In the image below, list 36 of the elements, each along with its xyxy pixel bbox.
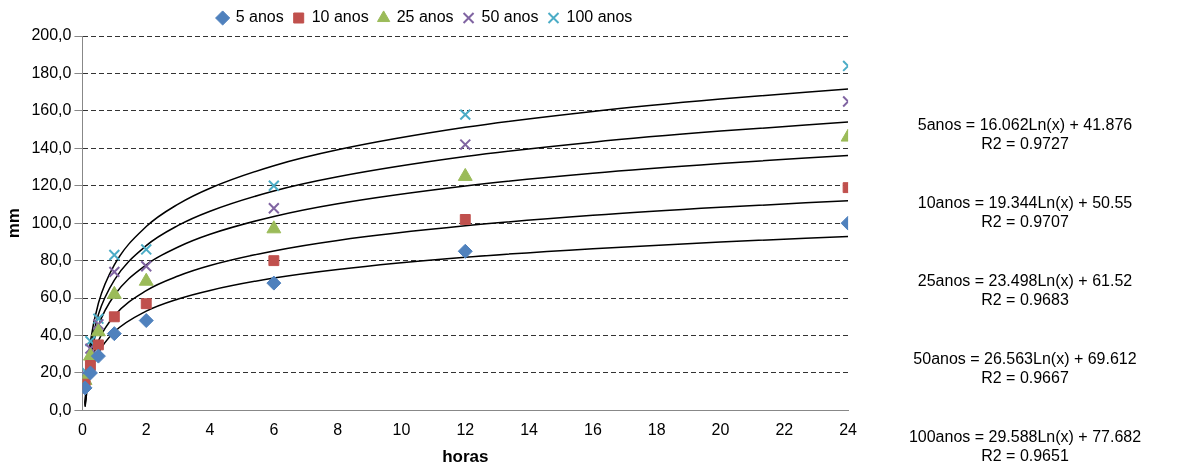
x-tick-label: 2 [141, 421, 151, 439]
x-tick-label: 12 [456, 421, 475, 439]
x-tick-label: 22 [775, 421, 794, 439]
legend-label: 25 anos [396, 8, 454, 26]
y-tick-label: 160,0 [31, 101, 72, 119]
x-tick-label: 18 [647, 421, 666, 439]
text: 25anos = 23.498Ln(x) + 61.52 R2 = 0.9683 [916, 271, 1134, 309]
x-tick-label: 14 [520, 421, 539, 439]
text: 50anos = 26.563Ln(x) + 69.612 R2 = 0.9667 [912, 349, 1138, 387]
x-tick-label: 8 [333, 421, 343, 439]
y-tick-label: 0,0 [49, 400, 72, 418]
text: 100anos = 29.588Ln(x) + 77.682 R2 = 0.9651 [907, 427, 1143, 465]
x-tick-label: 20 [711, 421, 730, 439]
y-tick-label: 120,0 [31, 176, 72, 194]
text: 10anos = 19.344Ln(x) + 50.55 R2 = 0.9707 [916, 193, 1134, 231]
x-axis-title: horas [442, 447, 489, 467]
y-tick-label: 80,0 [40, 251, 72, 269]
y-tick-label: 100,0 [31, 213, 72, 231]
legend-label: 100 anos [566, 8, 633, 26]
y-tick-label: 140,0 [31, 138, 72, 156]
y-tick-label: 200,0 [31, 26, 72, 44]
text: 5anos = 16.062Ln(x) + 41.876 R2 = 0.9727 [916, 115, 1134, 153]
y-tick-label: 60,0 [40, 288, 72, 306]
y-tick-label: 180,0 [31, 63, 72, 81]
y-tick-label: 40,0 [40, 325, 72, 343]
legend-label: 50 anos [481, 8, 539, 26]
x-tick-label: 16 [583, 421, 602, 439]
x-tick-label: 6 [269, 421, 279, 439]
x-tick-label: 24 [839, 421, 858, 439]
y-tick-label: 20,0 [40, 363, 72, 381]
y-axis-title: mm [3, 208, 23, 239]
legend-label: 5 anos [235, 8, 284, 26]
x-tick-label: 4 [205, 421, 215, 439]
x-tick-label: 10 [392, 421, 411, 439]
x-tick-label: 0 [77, 421, 87, 439]
legend-label: 10 anos [311, 8, 369, 26]
